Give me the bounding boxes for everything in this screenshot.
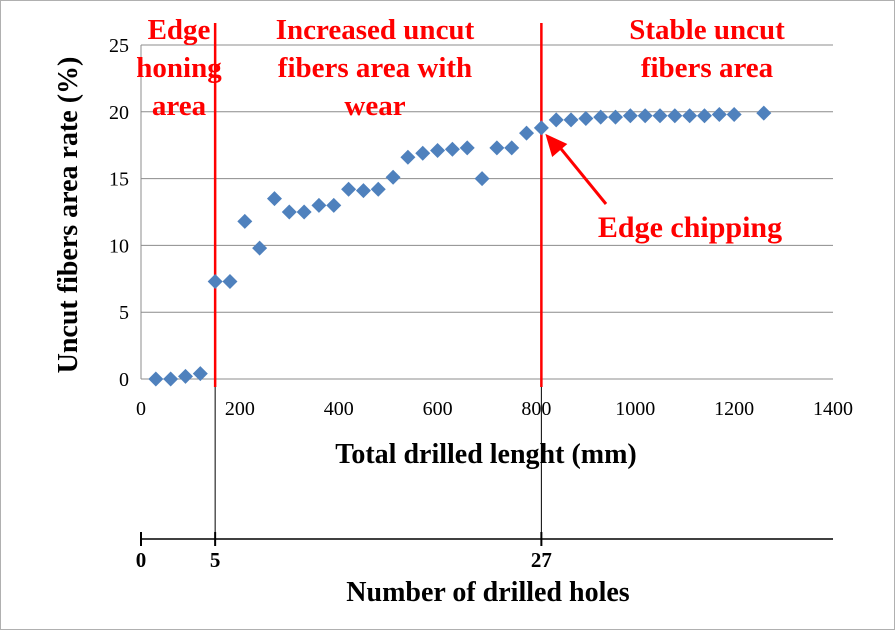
- data-point: [385, 169, 401, 185]
- data-point: [266, 191, 282, 207]
- data-point: [207, 273, 223, 289]
- data-point: [415, 145, 431, 161]
- data-point: [519, 125, 535, 141]
- data-point: [222, 273, 238, 289]
- x-tick-label: 600: [423, 398, 453, 420]
- data-point: [370, 181, 386, 197]
- data-point: [622, 108, 638, 124]
- data-point: [148, 371, 164, 387]
- x-tick-label: 1200: [714, 398, 754, 420]
- secondary-tick-label: 0: [136, 548, 147, 572]
- region-label-line: fibers area: [641, 52, 774, 84]
- data-point: [459, 140, 475, 156]
- boundary-lines: [213, 23, 543, 539]
- data-point: [177, 368, 193, 384]
- arrow-head: [545, 133, 568, 158]
- data-point: [504, 140, 520, 156]
- data-point: [192, 366, 208, 382]
- plot-border: [140, 45, 833, 380]
- data-point: [682, 108, 698, 124]
- data-point: [489, 140, 505, 156]
- x-tick-label: 200: [225, 398, 255, 420]
- data-point: [637, 108, 653, 124]
- data-point: [696, 108, 712, 124]
- data-point: [400, 149, 416, 165]
- data-point: [593, 109, 609, 125]
- data-point: [726, 106, 742, 122]
- data-point: [608, 109, 624, 125]
- data-point: [563, 112, 579, 128]
- data-points: [148, 105, 772, 387]
- region-labels: Edge honing area Increased uncut fibers area…: [136, 14, 785, 122]
- x-tick-label: 0: [136, 398, 146, 420]
- data-point: [533, 120, 549, 136]
- data-point: [548, 112, 564, 128]
- y-axis-title: Uncut fibers area rate (%): [53, 57, 84, 374]
- data-point: [711, 106, 727, 122]
- region-label-line: honing: [136, 52, 222, 84]
- x-tick-label: 800: [521, 398, 551, 420]
- secondary-tick-label: 27: [531, 548, 552, 572]
- data-point: [652, 108, 668, 124]
- data-point: [311, 197, 327, 213]
- y-tick-label: 15: [109, 169, 129, 191]
- annotation-label: Edge chipping: [598, 211, 782, 244]
- y-tick-label: 25: [109, 35, 129, 57]
- region-label-line: wear: [344, 90, 405, 122]
- secondary-axis: 0 5 27: [136, 532, 833, 572]
- data-point: [667, 108, 683, 124]
- x-tick-label: 1000: [615, 398, 655, 420]
- y-tick-labels: 0 5 10 15 20 25: [109, 35, 129, 391]
- x-axis-title: Total drilled lenght (mm): [335, 439, 637, 470]
- y-tick-label: 10: [109, 235, 129, 257]
- y-tick-label: 5: [119, 302, 129, 324]
- secondary-tick-label: 5: [210, 548, 221, 572]
- y-tick-label: 20: [109, 102, 129, 124]
- data-point: [281, 204, 297, 220]
- data-point: [326, 197, 342, 213]
- x-tick-label: 1400: [813, 398, 853, 420]
- x-tick-labels: 0 200 400 600 800 1000 1200 1400: [136, 398, 853, 420]
- data-point: [756, 105, 772, 121]
- region-label-line: fibers area with: [278, 52, 472, 84]
- data-point: [430, 143, 446, 159]
- y-tick-label: 0: [119, 369, 129, 391]
- data-point: [163, 371, 179, 387]
- data-point: [341, 181, 357, 197]
- secondary-axis-title: Number of drilled holes: [346, 577, 629, 608]
- x-tick-label: 400: [324, 398, 354, 420]
- region-label-line: Stable uncut: [629, 14, 785, 46]
- data-point: [444, 141, 460, 157]
- region-label-line: Increased uncut: [276, 14, 475, 46]
- data-point: [474, 171, 490, 187]
- arrow-shaft: [558, 145, 608, 205]
- region-label-line: Edge: [148, 14, 211, 46]
- data-point: [252, 240, 268, 256]
- data-point: [578, 110, 594, 126]
- region-label-line: area: [152, 90, 207, 122]
- data-point: [237, 213, 253, 229]
- data-point: [355, 183, 371, 199]
- edge-chipping-annotation: Edge chipping: [545, 133, 782, 244]
- data-point: [296, 204, 312, 220]
